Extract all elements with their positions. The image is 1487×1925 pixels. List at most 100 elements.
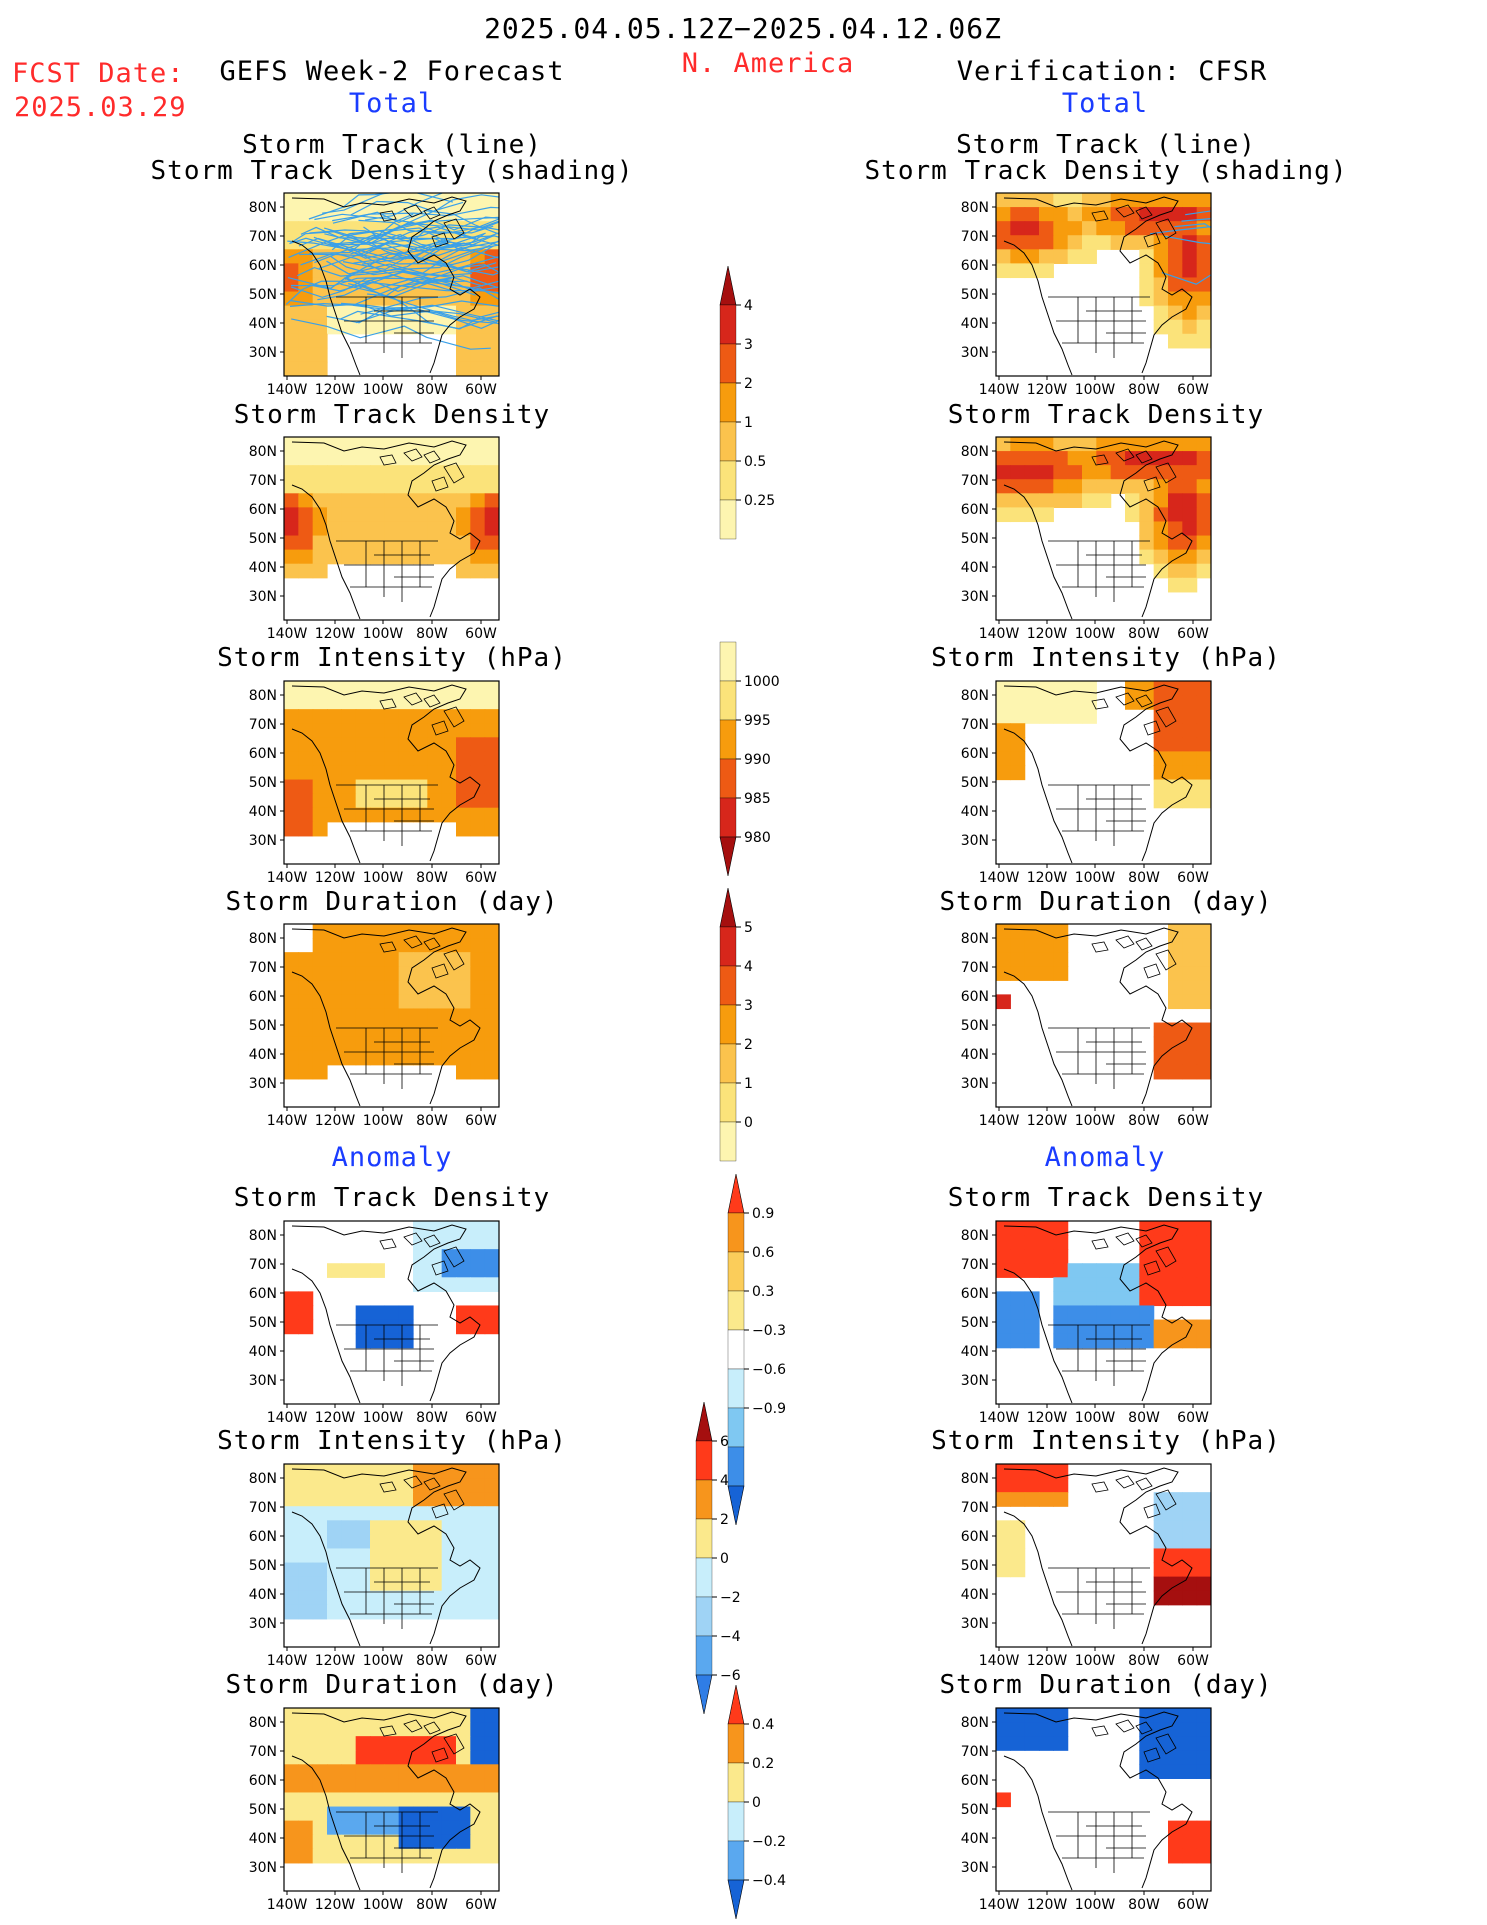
grid-cell bbox=[456, 1590, 471, 1606]
colorbar-segment bbox=[727, 1723, 745, 1764]
grid-cell bbox=[996, 1736, 1011, 1751]
lat-label: 80N bbox=[961, 931, 989, 947]
grid-cell bbox=[370, 479, 385, 494]
storm-track-line bbox=[360, 287, 499, 315]
grid-cell bbox=[1053, 193, 1069, 208]
grid-cell bbox=[1168, 994, 1183, 1010]
grid-cell bbox=[1024, 681, 1040, 696]
grid-cell bbox=[427, 1263, 443, 1278]
grid-cell bbox=[1168, 1050, 1183, 1066]
map-content bbox=[284, 1708, 499, 1891]
grid-cell bbox=[456, 1778, 471, 1794]
colorbar-label: −0.2 bbox=[752, 1834, 786, 1850]
grid-cell bbox=[298, 563, 314, 579]
grid-cell bbox=[1153, 1764, 1169, 1779]
lon-label: 80W bbox=[416, 382, 448, 398]
grid-cell bbox=[284, 1036, 299, 1052]
grid-cell bbox=[1168, 751, 1183, 767]
grid-cell bbox=[355, 1478, 371, 1493]
grid-cell bbox=[370, 793, 385, 809]
grid-cell bbox=[1053, 1291, 1069, 1307]
grid-cell bbox=[1053, 1305, 1069, 1321]
grid-cell bbox=[327, 1750, 342, 1765]
grid-cell bbox=[370, 1820, 385, 1836]
grid-cell bbox=[341, 1834, 357, 1850]
lat-label: 40N bbox=[249, 316, 277, 332]
grid-cell bbox=[484, 1562, 499, 1578]
grid-cell bbox=[1010, 695, 1026, 710]
storm-track-line bbox=[313, 232, 486, 262]
grid-cell bbox=[470, 1506, 486, 1521]
grid-cell bbox=[1110, 1333, 1126, 1349]
grid-cell bbox=[1196, 1022, 1211, 1038]
grid-cell bbox=[355, 479, 371, 494]
grid-cell bbox=[355, 924, 371, 939]
grid-cell bbox=[298, 1022, 314, 1038]
grid-cell bbox=[355, 1520, 371, 1535]
grid-cell bbox=[370, 994, 385, 1010]
grid-cell bbox=[441, 1506, 457, 1521]
grid-cell bbox=[427, 1022, 443, 1038]
lat-label: 40N bbox=[249, 560, 277, 576]
grid-cell bbox=[298, 479, 314, 494]
map-content bbox=[284, 681, 499, 864]
grid-cell bbox=[456, 1235, 471, 1250]
grid-cell bbox=[398, 1036, 414, 1052]
grid-cell bbox=[1182, 779, 1198, 795]
grid-cell bbox=[370, 709, 385, 724]
grid-cell bbox=[312, 723, 328, 738]
grid-cell bbox=[1096, 1333, 1112, 1349]
colorbar-segment bbox=[719, 304, 737, 345]
grid-cell bbox=[470, 1064, 486, 1080]
lon-label: 60W bbox=[465, 1410, 497, 1426]
grid-cell bbox=[441, 1534, 457, 1550]
grid-cell bbox=[384, 1036, 400, 1052]
colorbar-label: 2 bbox=[744, 376, 753, 392]
grid-cell bbox=[470, 709, 486, 724]
grid-cell bbox=[1024, 1464, 1040, 1479]
grid-cell bbox=[384, 1050, 400, 1066]
grid-cell bbox=[1024, 695, 1040, 710]
grid-cell bbox=[1110, 437, 1126, 452]
grid-cell bbox=[327, 793, 342, 809]
grid-cell bbox=[398, 952, 414, 967]
grid-cell bbox=[284, 1848, 299, 1864]
grid-cell bbox=[1067, 1305, 1083, 1321]
grid-cell bbox=[327, 1464, 342, 1479]
grid-cell bbox=[427, 1604, 443, 1620]
grid-cell bbox=[470, 1249, 486, 1264]
colorbar-label: −4 bbox=[720, 1629, 741, 1645]
grid-cell bbox=[341, 695, 357, 710]
grid-cell bbox=[470, 1022, 486, 1038]
grid-cell bbox=[470, 1820, 486, 1836]
grid-cell bbox=[1153, 1548, 1169, 1564]
grid-cell bbox=[484, 938, 499, 953]
grid-cell bbox=[1039, 966, 1054, 981]
grid-cell bbox=[298, 521, 314, 537]
colorbar-arrow-top bbox=[727, 1173, 745, 1214]
grid-cell bbox=[484, 1792, 499, 1808]
grid-cell bbox=[413, 1548, 428, 1564]
grid-cell bbox=[384, 437, 400, 452]
grid-cell bbox=[1196, 1534, 1211, 1550]
colorbar-label: 995 bbox=[744, 713, 771, 729]
grid-cell bbox=[298, 1506, 314, 1521]
grid-cell bbox=[284, 681, 299, 696]
grid-cell bbox=[1196, 221, 1211, 236]
grid-cell bbox=[1196, 249, 1211, 264]
grid-cell bbox=[470, 493, 486, 508]
grid-cell bbox=[284, 1506, 299, 1521]
grid-cell bbox=[284, 807, 299, 823]
grid-cell bbox=[484, 793, 499, 809]
grid-cell bbox=[1024, 465, 1040, 480]
map-content bbox=[996, 1708, 1211, 1891]
grid-cell bbox=[456, 1834, 471, 1850]
grid-cell bbox=[398, 1050, 414, 1066]
grid-cell bbox=[470, 1008, 486, 1024]
grid-cell bbox=[341, 437, 357, 452]
grid-cell bbox=[284, 966, 299, 981]
